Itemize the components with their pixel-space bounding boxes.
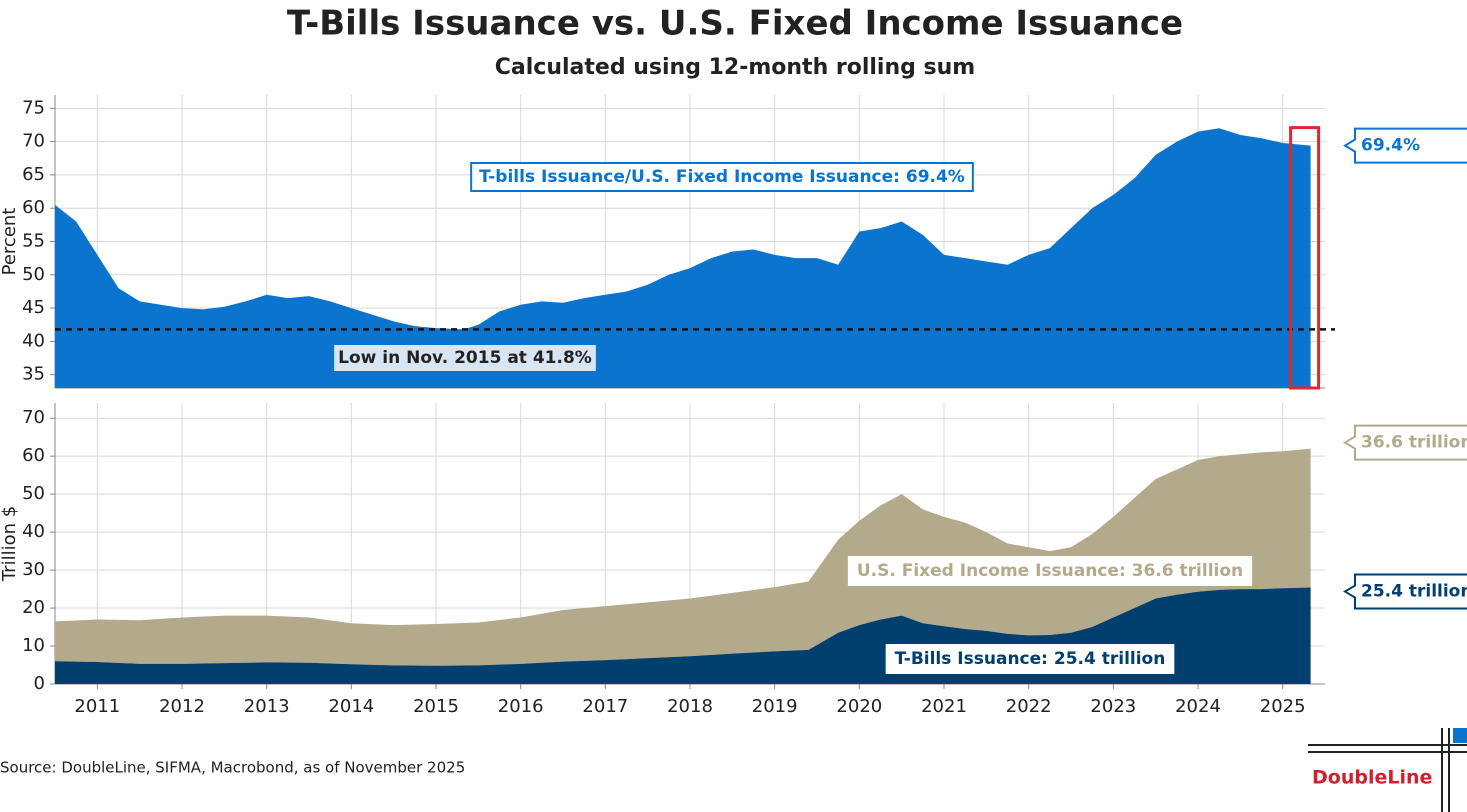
logo-square bbox=[1453, 728, 1467, 743]
y-tick-label: 60 bbox=[22, 197, 45, 218]
y-tick-label: 0 bbox=[34, 673, 45, 694]
x-tick-label: 2013 bbox=[244, 696, 290, 717]
end-label-box bbox=[1343, 424, 1467, 461]
y-tick-label: 30 bbox=[22, 559, 45, 580]
highlight-box bbox=[1289, 126, 1321, 390]
x-tick-label: 2012 bbox=[159, 696, 205, 717]
y-tick-label: 40 bbox=[22, 521, 45, 542]
y-tick-label: 40 bbox=[22, 330, 45, 351]
end-label: 25.4 trillion bbox=[1361, 582, 1467, 602]
y-tick-label: 55 bbox=[22, 231, 45, 252]
x-tick-label: 2011 bbox=[74, 696, 120, 717]
y-tick-label: 50 bbox=[22, 264, 45, 285]
end-label-box bbox=[1343, 573, 1467, 610]
source: Source: DoubleLine, SIFMA, Macrobond, as… bbox=[0, 759, 465, 777]
y-axis-label: Trillion $ bbox=[0, 506, 20, 582]
y-tick-label: 35 bbox=[22, 364, 45, 385]
y-tick-label: 75 bbox=[22, 97, 45, 118]
reference-label: Low in Nov. 2015 at 41.8% bbox=[338, 348, 592, 368]
end-label-box bbox=[1343, 127, 1467, 164]
x-tick-label: 2020 bbox=[836, 696, 882, 717]
y-axis-label: Percent bbox=[0, 208, 20, 276]
x-tick-label: 2016 bbox=[498, 696, 544, 717]
x-tick-label: 2014 bbox=[328, 696, 374, 717]
y-tick-label: 10 bbox=[22, 635, 45, 656]
y-tick-label: 65 bbox=[22, 164, 45, 185]
logo-text: DoubleLine bbox=[1312, 767, 1432, 789]
x-tick-label: 2025 bbox=[1260, 696, 1306, 717]
y-tick-label: 70 bbox=[22, 407, 45, 428]
chart-subtitle: Calculated using 12-month rolling sum bbox=[495, 55, 975, 80]
series-label-box bbox=[470, 162, 974, 192]
end-label: 69.4% bbox=[1361, 136, 1420, 156]
x-tick-label: 2018 bbox=[667, 696, 713, 717]
y-tick-label: 50 bbox=[22, 483, 45, 504]
series-label: T-bills Issuance/U.S. Fixed Income Issua… bbox=[479, 167, 965, 187]
series-label-box bbox=[847, 556, 1253, 586]
x-tick-label: 2015 bbox=[413, 696, 459, 717]
area bbox=[55, 448, 1311, 666]
x-tick-label: 2023 bbox=[1090, 696, 1136, 717]
x-tick-label: 2021 bbox=[921, 696, 967, 717]
logo: DoubleLine bbox=[1308, 728, 1467, 812]
x-tick-label: 2022 bbox=[1006, 696, 1052, 717]
y-tick-label: 45 bbox=[22, 297, 45, 318]
y-tick-label: 70 bbox=[22, 131, 45, 152]
y-tick-label: 60 bbox=[22, 445, 45, 466]
x-tick-label: 2024 bbox=[1175, 696, 1221, 717]
area bbox=[55, 128, 1311, 388]
series-label: U.S. Fixed Income Issuance: 36.6 trillio… bbox=[857, 561, 1243, 581]
series-label-box bbox=[885, 644, 1175, 674]
x-tick-label: 2017 bbox=[582, 696, 628, 717]
x-tick-label: 2019 bbox=[752, 696, 798, 717]
end-label: 36.6 trillion bbox=[1361, 433, 1467, 453]
reference-label-box bbox=[334, 345, 596, 371]
chart-title: T-Bills Issuance vs. U.S. Fixed Income I… bbox=[287, 4, 1183, 44]
series-label: T-Bills Issuance: 25.4 trillion bbox=[895, 649, 1166, 669]
y-tick-label: 20 bbox=[22, 597, 45, 618]
